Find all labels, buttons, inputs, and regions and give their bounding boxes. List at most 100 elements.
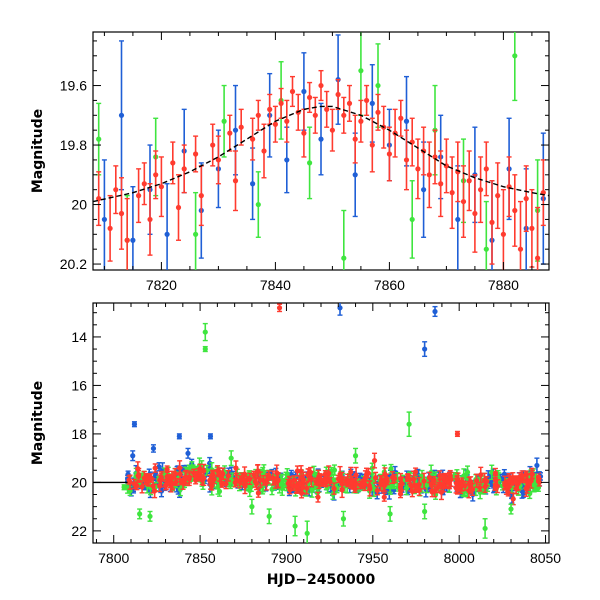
top-blue-point xyxy=(369,100,375,106)
bottom-band-red-point xyxy=(300,484,306,490)
bottom-band-red-point xyxy=(163,481,170,487)
bottom-band-red-point xyxy=(421,478,427,484)
bottom-band-red-point xyxy=(177,465,183,471)
bottom-band-red-point xyxy=(372,475,379,481)
bottom-band-red-point xyxy=(158,474,164,480)
bottom-band-red-point xyxy=(152,465,158,471)
top-red-point xyxy=(523,196,529,202)
bottom-band-red-point xyxy=(322,480,329,487)
bottom-band-red-point xyxy=(380,482,386,488)
bottom-axis-ticks xyxy=(93,303,549,544)
bottom-outlier-green-point xyxy=(228,455,234,461)
top-red-point xyxy=(472,210,478,217)
bottom-band-red-point xyxy=(131,481,137,487)
top-red-point xyxy=(301,130,307,136)
bottom-band-red-point xyxy=(339,475,345,481)
top-red-point xyxy=(193,151,199,157)
top-axis-ticks xyxy=(93,32,549,270)
top-red-point xyxy=(398,115,404,121)
top-blue-point xyxy=(101,216,107,223)
top-red-point xyxy=(512,207,518,214)
top-green-point xyxy=(375,82,381,89)
bottom-outlier-green-point xyxy=(202,329,208,335)
bottom-band-red-point xyxy=(193,471,199,478)
x-tick-label: 7950 xyxy=(357,550,388,566)
bottom-outlier-green-point xyxy=(482,525,488,532)
top-green-point xyxy=(255,201,261,208)
bottom-band-red-point xyxy=(172,470,178,477)
top-red-point xyxy=(312,112,318,118)
top-red-point xyxy=(369,142,375,148)
top-red-point xyxy=(432,154,438,160)
bottom-band-red-point xyxy=(453,485,459,491)
top-green-point xyxy=(221,118,227,124)
top-red-point xyxy=(438,181,444,187)
bottom-band-red-point xyxy=(392,475,398,482)
bottom-band-red-point xyxy=(254,481,260,487)
bottom-outlier-green-point xyxy=(292,523,298,529)
top-red-point xyxy=(147,216,153,223)
bottom-band-red-point xyxy=(374,487,380,494)
bottom-band-red-point xyxy=(360,481,366,487)
bottom-band-green-point xyxy=(464,469,471,475)
bottom-band-red-point xyxy=(481,477,488,483)
bottom-band-red-point xyxy=(144,475,151,481)
bottom-outlier-blue-point xyxy=(131,421,138,427)
bottom-band-red-point xyxy=(478,472,484,478)
bottom-band-red-point xyxy=(435,484,441,491)
bottom-band-red-point xyxy=(348,469,354,475)
bottom-band-red-point xyxy=(255,490,261,496)
top-red-point xyxy=(352,136,358,142)
bottom-band-red-point xyxy=(300,477,307,483)
top-blue-point xyxy=(250,181,256,187)
x-tick-label: 7880 xyxy=(488,277,519,293)
top-blue-point xyxy=(403,118,410,124)
top-red-point xyxy=(324,106,330,112)
bottom-outlier-blue-point xyxy=(150,445,157,452)
top-red-point xyxy=(403,157,410,163)
bottom-band-red-point xyxy=(505,489,511,496)
top-red-point xyxy=(289,88,296,95)
bottom-outlier-green-point xyxy=(137,511,143,517)
bottom-data-layer xyxy=(93,303,544,543)
bottom-band-red-point xyxy=(255,468,261,474)
bottom-outlier-red-point xyxy=(371,457,378,464)
top-red-point xyxy=(238,124,244,130)
top-red-point xyxy=(113,187,119,193)
bottom-band-red-point xyxy=(524,478,530,485)
top-red-point xyxy=(364,97,370,104)
bottom-band-red-point xyxy=(502,480,508,486)
top-red-point xyxy=(261,148,267,154)
bottom-outlier-green-point xyxy=(304,530,310,536)
top-blue-point xyxy=(284,157,290,163)
bottom-outlier-green-point xyxy=(406,421,412,427)
bottom-band-red-point xyxy=(446,480,452,486)
top-red-point xyxy=(341,112,347,118)
bottom-band-red-point xyxy=(169,480,176,487)
bottom-band-green-point xyxy=(527,490,533,497)
bottom-band-red-point xyxy=(397,491,404,497)
top-red-point xyxy=(250,136,256,142)
y-tick-label: 20 xyxy=(71,474,87,490)
bottom-outlier-green-point xyxy=(508,506,514,512)
bottom-band-green-point xyxy=(388,466,394,472)
top-red-point xyxy=(267,106,273,112)
top-red-point xyxy=(272,121,278,127)
top-red-point xyxy=(232,178,239,184)
top-panel: 7820 7840 7860 7880 19.6 19.8 20 20.2 Magnitud… xyxy=(30,31,550,293)
y-tick-label: 16 xyxy=(71,377,87,393)
bottom-band-red-point xyxy=(458,482,464,489)
top-red-point xyxy=(460,198,467,205)
top-blue-point xyxy=(164,231,170,237)
bottom-clipped-marks xyxy=(93,303,544,543)
bottom-outlier-green-point xyxy=(422,508,428,515)
bottom-outlier-green-point xyxy=(266,513,272,519)
y-tick-label: 19.8 xyxy=(60,137,87,153)
top-red-point xyxy=(181,166,187,172)
top-clipped-marks xyxy=(93,32,549,270)
top-blue-point xyxy=(421,187,427,193)
bottom-outlier-blue-point xyxy=(432,308,438,315)
bottom-band-red-point xyxy=(285,480,291,487)
bottom-band-red-point xyxy=(265,475,271,481)
top-red-point xyxy=(215,157,221,163)
